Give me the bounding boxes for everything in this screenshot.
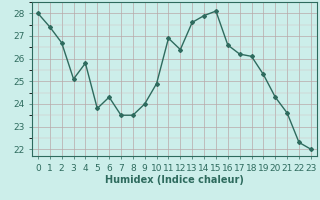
X-axis label: Humidex (Indice chaleur): Humidex (Indice chaleur) bbox=[105, 175, 244, 185]
